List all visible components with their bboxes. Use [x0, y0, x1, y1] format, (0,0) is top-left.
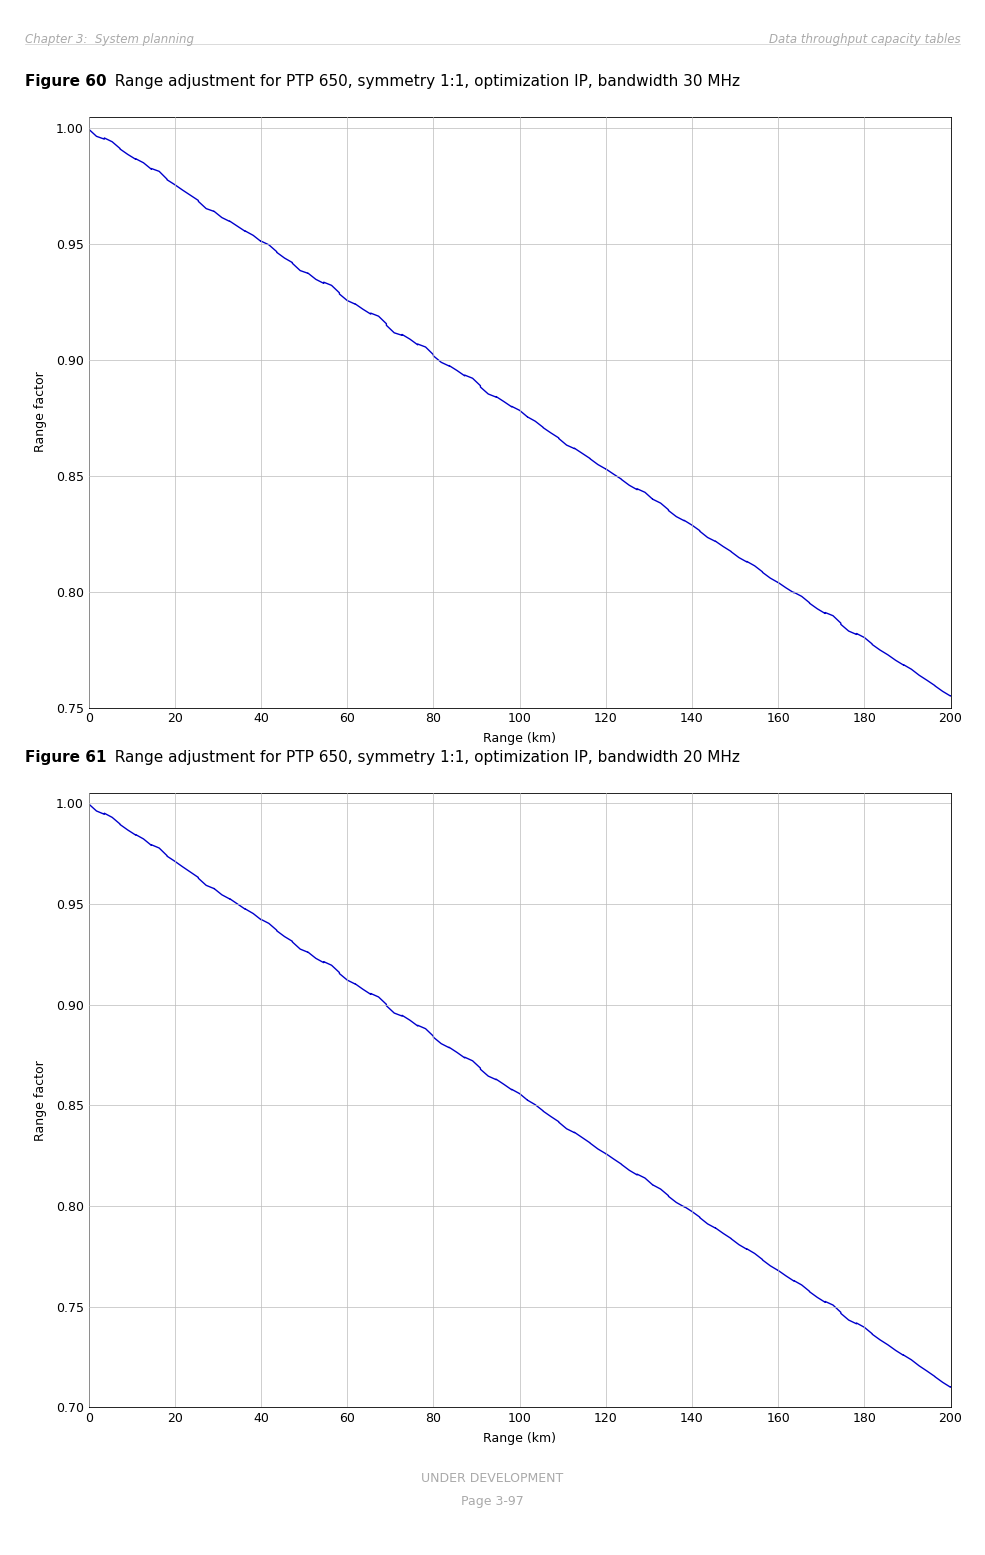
- Text: Figure 60: Figure 60: [25, 73, 106, 89]
- Text: Chapter 3:  System planning: Chapter 3: System planning: [25, 33, 194, 45]
- Text: Data throughput capacity tables: Data throughput capacity tables: [768, 33, 960, 45]
- Text: Page 3-97: Page 3-97: [461, 1496, 524, 1508]
- X-axis label: Range (km): Range (km): [483, 732, 557, 745]
- Y-axis label: Range factor: Range factor: [34, 372, 47, 453]
- Text: UNDER DEVELOPMENT: UNDER DEVELOPMENT: [422, 1473, 563, 1485]
- X-axis label: Range (km): Range (km): [483, 1432, 557, 1445]
- Text: Range adjustment for PTP 650, symmetry 1:1, optimization IP, bandwidth 20 MHz: Range adjustment for PTP 650, symmetry 1…: [105, 750, 741, 765]
- Text: Range adjustment for PTP 650, symmetry 1:1, optimization IP, bandwidth 30 MHz: Range adjustment for PTP 650, symmetry 1…: [105, 73, 741, 89]
- Text: Figure 61: Figure 61: [25, 750, 106, 765]
- Y-axis label: Range factor: Range factor: [34, 1061, 47, 1140]
